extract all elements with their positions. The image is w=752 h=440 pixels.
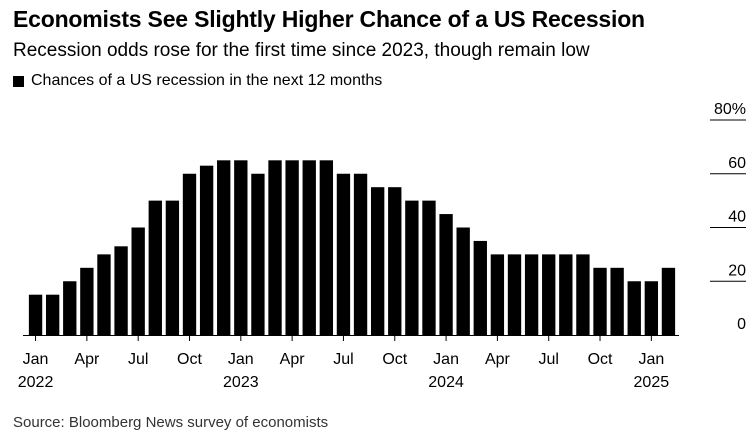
bar xyxy=(131,227,145,335)
x-tick-label: Jan xyxy=(228,351,254,368)
bar xyxy=(148,200,162,335)
x-tick-label: Oct xyxy=(382,351,407,368)
bar xyxy=(593,267,607,335)
y-tick-label: 60 xyxy=(728,155,746,172)
x-tick-label: Jul xyxy=(128,351,148,368)
legend-swatch xyxy=(13,75,24,87)
bar xyxy=(524,254,539,335)
bar xyxy=(165,200,180,335)
bar xyxy=(422,200,436,335)
x-tick-label: Jul xyxy=(333,351,353,368)
bar xyxy=(507,254,522,335)
y-tick-label: 40 xyxy=(728,209,746,226)
x-year-label: 2025 xyxy=(634,374,670,391)
bar xyxy=(63,281,77,335)
bar xyxy=(644,281,659,335)
bar xyxy=(45,294,60,335)
x-year-label: 2022 xyxy=(18,374,54,391)
bar xyxy=(353,173,368,335)
bar xyxy=(114,246,128,335)
bar xyxy=(319,160,334,335)
bar xyxy=(251,173,265,335)
bar xyxy=(80,267,94,335)
x-tick-label: Oct xyxy=(177,351,202,368)
x-tick-label: Jan xyxy=(433,351,459,368)
x-tick-label: Jul xyxy=(538,351,558,368)
bar xyxy=(336,173,351,335)
y-tick-label: 0 xyxy=(737,316,746,333)
bar xyxy=(439,214,453,335)
bar xyxy=(97,254,111,335)
bar xyxy=(473,240,487,335)
bar xyxy=(182,173,197,335)
x-tick-label: Oct xyxy=(588,351,613,368)
x-tick-label: Apr xyxy=(280,351,306,368)
legend-label: Chances of a US recession in the next 12… xyxy=(31,72,383,89)
bar xyxy=(268,160,282,335)
bar xyxy=(405,200,419,335)
bar xyxy=(370,187,385,335)
x-year-label: 2023 xyxy=(223,374,259,391)
bar xyxy=(627,281,641,335)
bar xyxy=(661,267,676,335)
chart-title: Economists See Slightly Higher Chance of… xyxy=(13,6,645,32)
bar xyxy=(285,160,299,335)
source-note: Source: Bloomberg News survey of economi… xyxy=(13,414,329,431)
y-tick-label: 20 xyxy=(728,262,746,279)
bar xyxy=(576,254,590,335)
x-tick-label: Jan xyxy=(638,351,664,368)
bar xyxy=(302,160,316,335)
bar xyxy=(388,187,402,335)
x-year-label: 2024 xyxy=(428,374,464,391)
x-tick-label: Apr xyxy=(485,351,511,368)
bar xyxy=(610,267,624,335)
bar xyxy=(559,254,573,335)
bar xyxy=(217,160,231,335)
bar xyxy=(28,294,43,335)
chart-legend: Chances of a US recession in the next 12… xyxy=(13,72,382,90)
bar xyxy=(456,227,470,335)
bar xyxy=(234,160,248,335)
bar xyxy=(199,165,214,335)
x-tick-label: Apr xyxy=(74,351,100,368)
x-tick-label: Jan xyxy=(23,351,49,368)
bar xyxy=(542,254,556,335)
y-tick-label: 80% xyxy=(714,101,746,118)
chart-subtitle: Recession odds rose for the first time s… xyxy=(13,40,590,61)
bar xyxy=(490,254,505,335)
